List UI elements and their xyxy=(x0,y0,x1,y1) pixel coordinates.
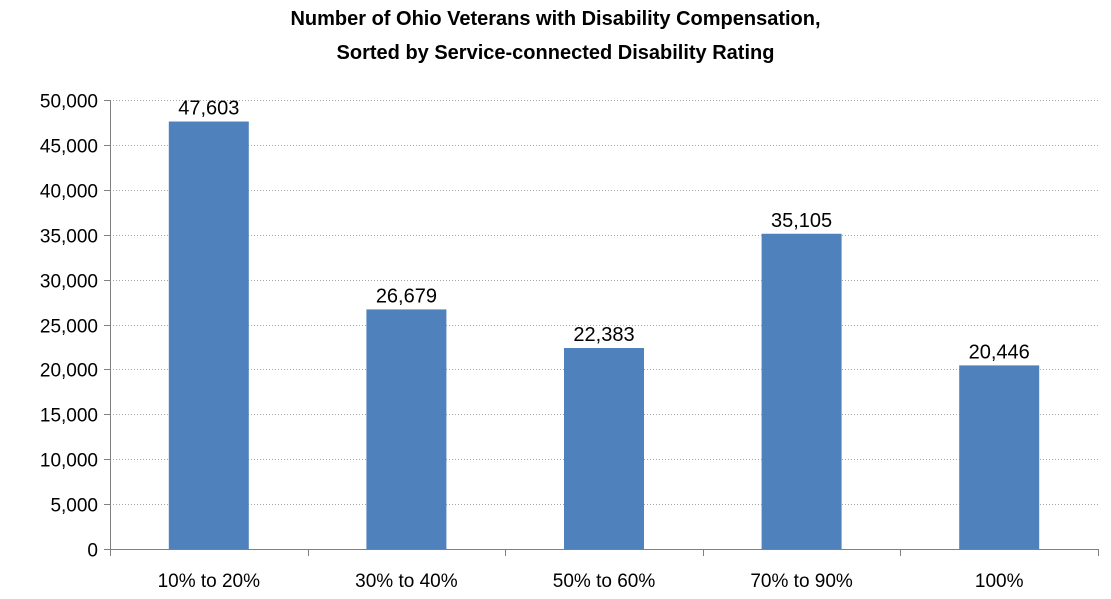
x-category-label: 10% to 20% xyxy=(158,571,261,592)
bar xyxy=(168,121,249,550)
y-tick-label: 15,000 xyxy=(40,406,98,427)
bar xyxy=(761,233,842,550)
x-category-label: 70% to 90% xyxy=(750,571,853,592)
y-tick-label: 40,000 xyxy=(40,182,98,203)
y-tick-label: 50,000 xyxy=(40,92,98,113)
y-tick-label: 30,000 xyxy=(40,272,98,293)
x-category-label: 30% to 40% xyxy=(355,571,458,592)
y-tick-label: 10,000 xyxy=(40,451,98,472)
bar xyxy=(366,309,447,549)
y-tick-label: 5,000 xyxy=(50,496,98,517)
y-tick-label: 20,000 xyxy=(40,361,98,382)
y-tick-label: 0 xyxy=(87,541,98,562)
bar xyxy=(959,365,1040,549)
chart-title-line-2: Sorted by Service-connected Disability R… xyxy=(336,42,775,64)
data-label: 22,383 xyxy=(573,324,634,346)
y-tick-label: 25,000 xyxy=(40,317,98,338)
y-tick-label: 35,000 xyxy=(40,227,98,248)
data-label: 20,446 xyxy=(969,341,1030,363)
data-label: 47,603 xyxy=(178,98,239,120)
x-category-label: 100% xyxy=(975,571,1024,592)
chart-title-line-1: Number of Ohio Veterans with Disability … xyxy=(290,8,821,30)
y-tick-label: 45,000 xyxy=(40,137,98,158)
x-category-label: 50% to 60% xyxy=(553,571,656,592)
data-label: 26,679 xyxy=(376,285,437,307)
bar xyxy=(564,348,644,549)
data-label: 35,105 xyxy=(771,210,832,232)
